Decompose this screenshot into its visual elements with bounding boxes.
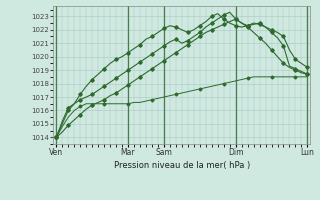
- X-axis label: Pression niveau de la mer( hPa ): Pression niveau de la mer( hPa ): [114, 161, 250, 170]
